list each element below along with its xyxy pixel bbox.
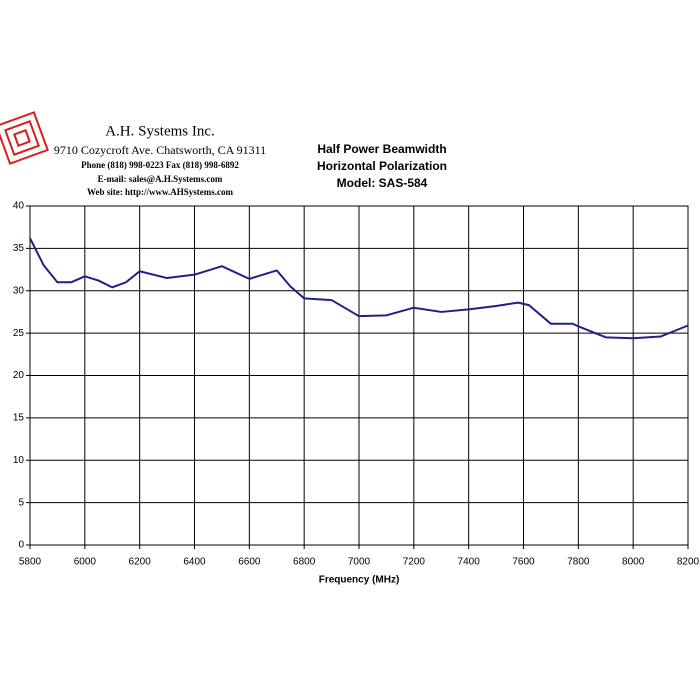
plot-frame [29,205,689,546]
x-tick-label: 6800 [293,557,316,568]
company-address: 9710 Cozycroft Ave. Chatsworth, CA 91311 [54,143,266,157]
y-tick-label: 15 [13,413,25,424]
x-tick-label: 6000 [74,557,97,568]
company-email: E-mail: sales@A.H.Systems.com [98,174,223,184]
x-tick-label: 7800 [567,557,590,568]
y-tick-label: 30 [13,285,25,296]
x-tick-label: 6200 [129,557,152,568]
x-tick-label: 7400 [458,557,481,568]
company-name: A.H. Systems Inc. [105,123,215,139]
x-tick-label: 7000 [348,557,371,568]
chart-subtitle: Horizontal Polarization [317,159,447,173]
x-axis-label: Frequency (MHz) [319,575,400,586]
x-tick-label: 6600 [238,557,261,568]
y-tick-label: 20 [13,370,25,381]
company-phone: Phone (818) 998-0223 Fax (818) 998-6892 [81,160,239,170]
x-tick-label: 8000 [622,557,645,568]
x-tick-label: 8200 [677,557,700,568]
x-tick-label: 7600 [512,557,535,568]
logo [0,111,49,165]
y-tick-label: 40 [13,201,25,212]
y-tick-label: 10 [13,455,25,466]
y-tick-label: 5 [18,497,24,508]
chart-subtitle: Model: SAS-584 [337,176,428,190]
company-website: Web site: http://www.AHSystems.com [87,187,233,197]
y-tick-label: 0 [18,540,24,551]
data-line [29,237,689,340]
x-tick-label: 7200 [403,557,426,568]
chart-title: Half Power Beamwidth [317,142,446,156]
y-tick-label: 35 [13,243,25,254]
y-tick-label: 25 [13,328,25,339]
x-tick-label: 5800 [19,557,42,568]
x-tick-label: 6400 [183,557,206,568]
